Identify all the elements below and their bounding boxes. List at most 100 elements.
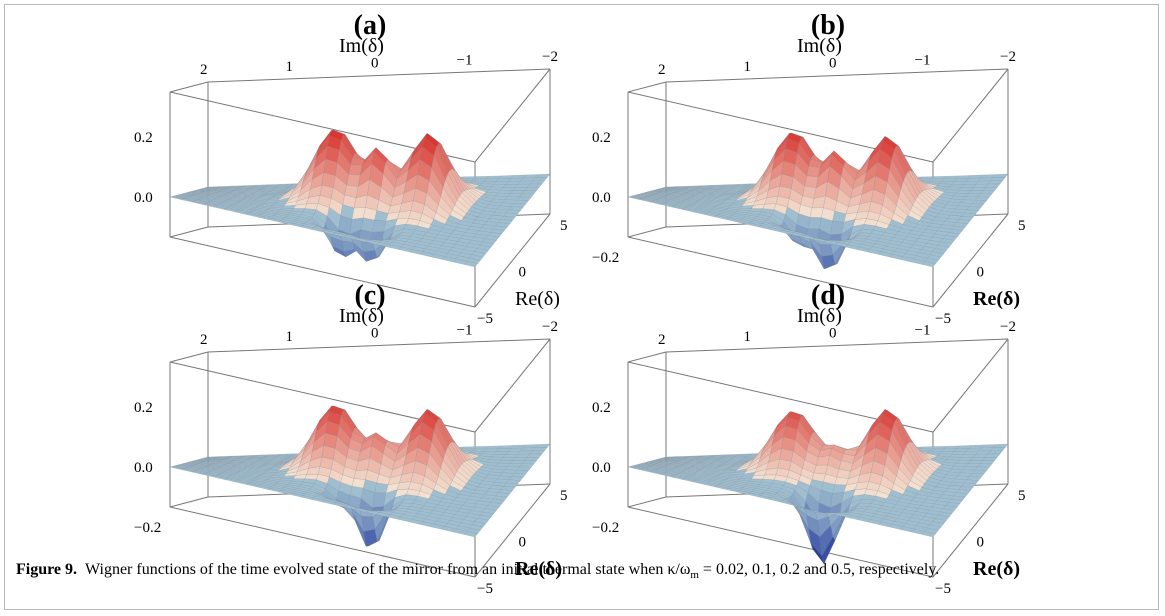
z-tick-label: 0.0 <box>592 190 611 206</box>
re-tick-label: 0 <box>977 535 985 551</box>
surface-cell <box>806 166 821 177</box>
surface-cell <box>518 193 535 198</box>
im-tick-label: 0 <box>829 326 837 342</box>
box-edge <box>665 338 1009 353</box>
z-tick-label: 0.2 <box>592 130 611 146</box>
box-edge <box>932 338 1009 433</box>
wigner-plot: 2 1 0 −1 −2 5 0 −5 0.2 0.0 −0.2 Im(δ) Re(δ) <box>592 35 1026 327</box>
surface-cell <box>921 531 937 538</box>
figure-caption: Figure 9. Wigner functions of the time e… <box>16 560 1146 585</box>
surface-cell <box>521 190 538 195</box>
panel-b: (b) 2 1 0 −1 −2 5 0 −5 0.2 0.0 −0.2 Im(δ) Re(δ) <box>588 10 1068 328</box>
box-edge <box>474 483 551 578</box>
box-edge <box>169 496 209 508</box>
tick-labels: 2 1 0 −1 −2 5 0 −5 0.2 0.0 −0.2 <box>134 319 568 597</box>
surface-cell <box>976 193 993 198</box>
im-tick-label: 1 <box>286 329 294 345</box>
box-edge <box>474 338 551 433</box>
re-tick-label: −5 <box>935 311 951 327</box>
im-tick-label: −2 <box>542 49 558 65</box>
im-axis-label: Im(δ) <box>339 305 384 327</box>
wigner-plot: 2 1 0 −1 −2 5 0 −5 0.2 0.0 Im(δ) Re(δ) <box>134 35 568 327</box>
box-edge <box>169 506 476 578</box>
surface-cell <box>804 175 819 189</box>
surface-cell <box>348 164 363 176</box>
surface-cell <box>518 463 535 468</box>
surface-cell <box>529 450 546 455</box>
surface-cell <box>987 450 1004 455</box>
surface-cell <box>524 457 540 461</box>
im-tick-label: 1 <box>286 59 294 75</box>
im-tick-label: −1 <box>915 322 931 338</box>
surface-cell <box>723 468 739 472</box>
box-edge <box>474 213 551 308</box>
surface-cell <box>982 187 998 191</box>
z-tick-label: −0.2 <box>592 250 619 266</box>
surface-cell <box>531 177 548 182</box>
surface-cell <box>463 261 479 268</box>
im-tick-label: −2 <box>1000 49 1016 65</box>
re-tick-label: 0 <box>519 535 527 551</box>
panel-label: (b) <box>810 10 846 41</box>
re-axis-label: Re(δ) <box>515 558 562 580</box>
im-tick-label: 0 <box>371 56 379 72</box>
re-tick-label: 0 <box>977 265 985 281</box>
surface-cell <box>346 174 361 187</box>
im-tick-label: 1 <box>744 329 752 345</box>
re-tick-label: 0 <box>519 265 527 281</box>
z-tick-label: 0.2 <box>592 400 611 416</box>
z-tick-label: 0.2 <box>134 130 153 146</box>
tick-labels: 2 1 0 −1 −2 5 0 −5 0.2 0.0 −0.2 <box>592 49 1026 327</box>
im-tick-label: −1 <box>457 322 473 338</box>
box-edge <box>665 68 1009 83</box>
surface-cell <box>363 250 378 262</box>
im-tick-label: 2 <box>200 332 208 348</box>
im-axis-label: Im(δ) <box>797 35 842 57</box>
im-axis-label: Im(δ) <box>339 35 384 57</box>
box-edge <box>627 226 667 238</box>
re-tick-label: −5 <box>477 311 493 327</box>
im-tick-label: 0 <box>371 326 379 342</box>
wigner-surface <box>169 129 551 268</box>
im-axis-label: Im(δ) <box>797 305 842 327</box>
box-edge <box>932 213 1009 308</box>
z-tick-label: 0.0 <box>592 460 611 476</box>
box-edge <box>627 236 934 308</box>
re-axis-label: Re(δ) <box>973 558 1020 580</box>
box-edge <box>169 81 209 93</box>
surface-cell <box>524 187 540 191</box>
surface-cell <box>526 453 543 458</box>
surface-cell <box>821 254 836 270</box>
panel-d: (d) 2 1 0 −1 −2 5 0 −5 0.2 0.0 −0.2 Im(δ) Re(δ) <box>588 280 1068 598</box>
z-tick-label: 0.2 <box>134 400 153 416</box>
re-tick-label: −5 <box>477 581 493 597</box>
box-edge <box>627 506 934 578</box>
im-tick-label: −2 <box>542 319 558 335</box>
plot-box <box>169 68 551 308</box>
box-edge <box>207 338 551 353</box>
z-tick-label: 0.0 <box>134 190 153 206</box>
z-tick-label: −0.2 <box>592 520 619 536</box>
re-tick-label: 5 <box>1018 488 1026 504</box>
surface-cell <box>526 183 543 188</box>
im-tick-label: −1 <box>457 52 473 68</box>
wigner-surface <box>627 132 1009 270</box>
box-edge <box>207 68 551 83</box>
surface-cell <box>979 460 996 465</box>
im-tick-label: 2 <box>658 332 666 348</box>
caption-text-end: = 0.02, 0.1, 0.2 and 0.5, respectively. <box>698 561 940 578</box>
surface-cell <box>463 531 479 538</box>
figure-frame <box>4 4 1159 610</box>
re-tick-label: 5 <box>1018 218 1026 234</box>
panel-label: (c) <box>354 280 386 311</box>
wigner-surface <box>627 408 1009 565</box>
surface-cell <box>529 180 546 185</box>
box-edge <box>169 226 209 238</box>
im-tick-label: −1 <box>915 52 931 68</box>
z-tick-label: 0.0 <box>134 460 153 476</box>
panel-label: (d) <box>810 280 846 311</box>
surface-cell <box>521 460 538 465</box>
surface-cell <box>979 190 996 195</box>
im-tick-label: −2 <box>1000 319 1016 335</box>
tick-labels: 2 1 0 −1 −2 5 0 −5 0.2 0.0 <box>134 49 568 327</box>
